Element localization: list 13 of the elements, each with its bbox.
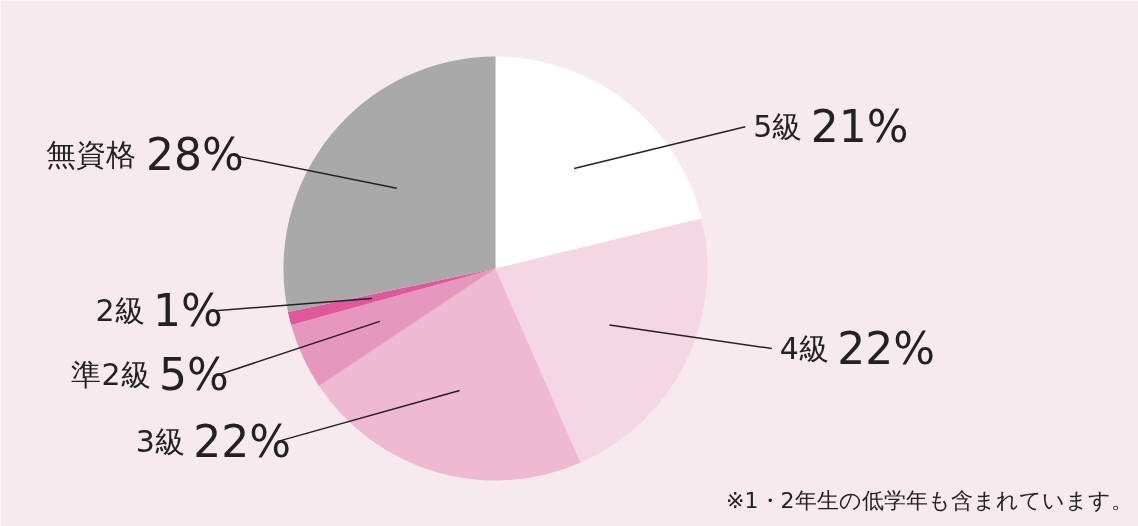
text: ※1・2年生の低学年も含まれています。: [726, 487, 1133, 513]
slice-label: 4級: [779, 331, 829, 367]
data-label: 28%: [146, 129, 244, 181]
slice-label: 5級: [753, 109, 803, 145]
data-label: 21%: [810, 101, 909, 153]
slice-label: 準2級: [71, 357, 151, 393]
slice-label: 2級: [95, 293, 145, 329]
slice-label: 3級: [135, 423, 185, 459]
data-label: 5%: [158, 349, 229, 401]
data-label: 22%: [193, 415, 292, 467]
data-label: 22%: [837, 323, 935, 375]
data-label: 1%: [152, 285, 223, 337]
slice-label: 無資格: [46, 137, 137, 173]
